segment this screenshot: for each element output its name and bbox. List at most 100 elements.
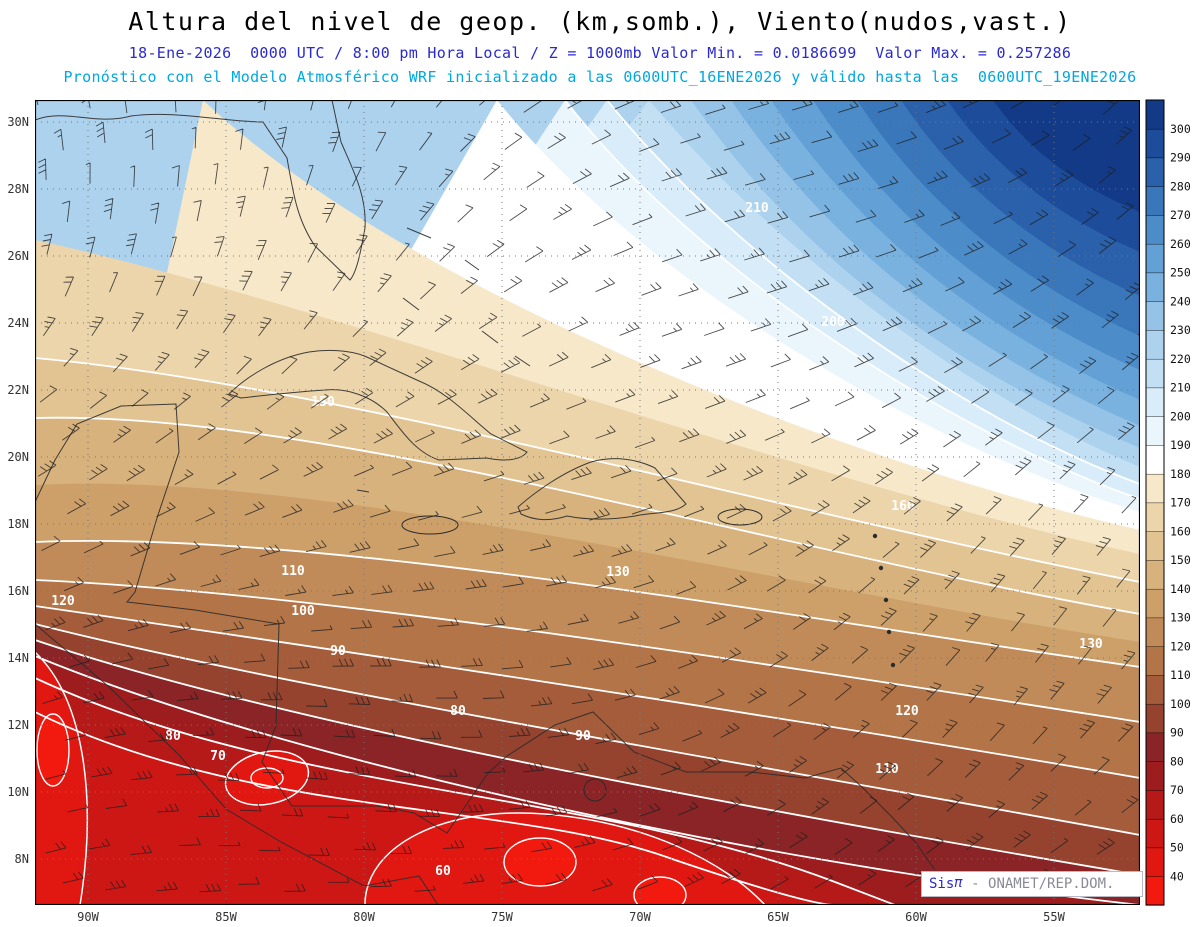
contour-line — [35, 677, 896, 905]
lon-tick-label: 85W — [215, 910, 237, 924]
lat-tick-label: 24N — [7, 316, 29, 330]
contour-line — [364, 812, 767, 905]
colorbar-tick-label: 130 — [1170, 611, 1191, 625]
contour-label: 80 — [165, 729, 181, 744]
colorbar-segment — [1145, 761, 1165, 791]
colorbar-tick-label: 120 — [1170, 639, 1191, 653]
colorbar-tick-label: 160 — [1170, 524, 1191, 538]
lat-tick-label: 14N — [7, 651, 29, 665]
colorbar-tick-label: 100 — [1170, 697, 1191, 711]
contour-label: 110 — [281, 564, 305, 579]
colorbar-tick-label: 230 — [1170, 323, 1191, 337]
lat-tick-label: 26N — [7, 249, 29, 263]
contour-line — [633, 876, 687, 905]
contour-label: 210 — [745, 201, 769, 216]
coastline-lake — [583, 778, 607, 802]
colorbar-tick-label: 80 — [1170, 754, 1184, 768]
contour-band — [504, 838, 576, 886]
coastline-antilles — [878, 565, 884, 571]
lat-tick-label: 22N — [7, 383, 29, 397]
map-canvas: 210 200 150 160 130 130 120 120 110 110 100 90 90 80 8… — [35, 100, 1140, 905]
colorbar-tick-label: 250 — [1170, 266, 1191, 280]
colorbar-tick-label: 60 — [1170, 812, 1184, 826]
contour-line — [224, 750, 310, 806]
colorbar-segment — [1145, 387, 1165, 417]
contour-label: 160 — [891, 499, 915, 514]
contour-line — [35, 605, 1140, 779]
colorbar-segment — [1145, 416, 1165, 446]
colorbar-tick-label: 50 — [1170, 841, 1184, 855]
colorbar-tick-label: 40 — [1170, 869, 1184, 883]
coastline — [402, 297, 420, 311]
contour-label: 120 — [895, 704, 919, 719]
contour-label: 70 — [210, 749, 226, 764]
colorbar-segment — [1145, 559, 1165, 590]
colorbar-segment — [1145, 588, 1165, 619]
lat-tick-label: 12N — [7, 718, 29, 732]
colorbar-tick-label: 200 — [1170, 409, 1191, 423]
contour-line — [35, 416, 1140, 615]
coastline — [406, 227, 432, 239]
lon-tick-label: 70W — [629, 910, 651, 924]
lat-tick-label: 8N — [15, 852, 29, 866]
colorbar-segment — [1145, 531, 1165, 561]
coastline — [464, 259, 480, 271]
contour-line — [35, 639, 1140, 876]
colorbar-tick-label: 220 — [1170, 352, 1191, 366]
contour-label: 130 — [1079, 637, 1103, 652]
map-border — [35, 100, 1140, 905]
colorbar-border — [1145, 99, 1165, 906]
colorbar-tick-label: 170 — [1170, 496, 1191, 510]
lon-tick-label: 55W — [1043, 910, 1065, 924]
lat-tick-label: 18N — [7, 517, 29, 531]
contour-label: 90 — [575, 729, 591, 744]
colorbar-tick-label: 300 — [1170, 122, 1191, 136]
wind-barbs — [36, 100, 1140, 893]
contour-line — [503, 837, 577, 887]
coastline — [228, 349, 528, 461]
contour-line — [606, 100, 1140, 485]
contour-label: 80 — [450, 704, 466, 719]
colorbar-segment — [1145, 703, 1165, 734]
colorbar-segment — [1145, 646, 1165, 676]
contour-band — [634, 877, 686, 905]
colorbar-segment — [1145, 847, 1165, 877]
colorbar-segment — [1145, 99, 1165, 130]
contour-label: 150 — [311, 395, 335, 410]
model-init-line: Pronóstico con el Modelo Atmosférico WRF… — [63, 68, 1137, 86]
colorbar-segment — [1145, 789, 1165, 820]
coastline — [517, 458, 687, 521]
contour-line — [36, 713, 70, 787]
colorbar-segment — [1145, 358, 1165, 389]
lon-tick-label: 60W — [905, 910, 927, 924]
colorbar-segment — [1145, 876, 1165, 906]
coastline-antilles — [872, 533, 878, 539]
contour-line — [35, 650, 88, 905]
colorbar-tick-label: 290 — [1170, 151, 1191, 165]
contour-label: 100 — [291, 604, 315, 619]
contour-label: 60 — [435, 864, 451, 879]
lat-tick-label: 30N — [7, 115, 29, 129]
coastline-puerto-rico — [717, 508, 763, 526]
colorbar-tick-label: 150 — [1170, 553, 1191, 567]
coastline — [481, 330, 499, 344]
colorbar-segment — [1145, 444, 1165, 475]
watermark-pi-icon: π — [954, 875, 963, 891]
watermark-text: - ONAMET/REP.DOM. — [962, 876, 1115, 892]
colorbar-segment — [1145, 128, 1165, 159]
colorbar-segment — [1145, 473, 1165, 504]
colorbar-segment — [1145, 214, 1165, 245]
contour-line — [35, 579, 1140, 723]
colorbar-segment — [1145, 272, 1165, 302]
lon-tick-label: 90W — [77, 910, 99, 924]
lon-tick-label: 80W — [353, 910, 375, 924]
watermark-sis: Sis — [929, 876, 955, 892]
coastline — [35, 403, 936, 871]
chart-title: Altura del nivel de geop. (km,somb.), Vi… — [128, 7, 1072, 36]
contour-line — [564, 100, 1140, 500]
colorbar-tick-label: 70 — [1170, 783, 1184, 797]
coastline-antilles — [886, 629, 892, 635]
contour-band — [37, 714, 69, 786]
